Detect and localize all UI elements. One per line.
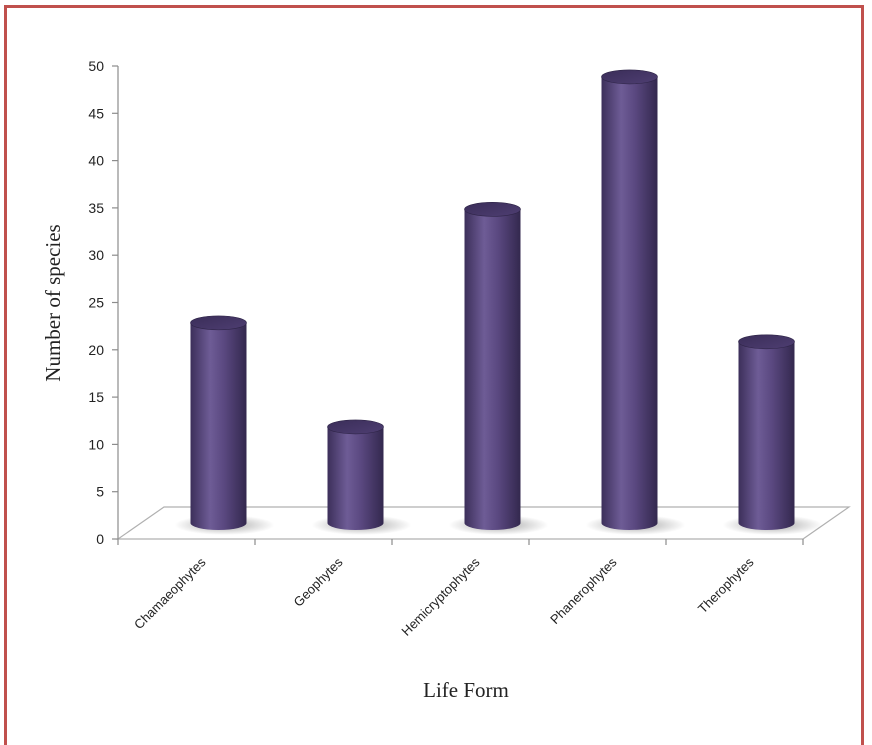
y-tick-label: 15 xyxy=(88,389,104,405)
bar-body xyxy=(327,426,384,530)
bar xyxy=(311,419,412,535)
bar-top xyxy=(601,69,658,85)
x-axis-title: Life Form xyxy=(423,678,509,702)
y-tick-label: 45 xyxy=(88,105,104,121)
bar-body xyxy=(190,322,247,530)
bar-top xyxy=(738,334,795,350)
y-tick-label: 0 xyxy=(96,531,104,547)
x-tick-label: Phanerophytes xyxy=(547,554,620,627)
y-tick-label: 10 xyxy=(88,436,104,452)
y-tick-label: 20 xyxy=(88,342,104,358)
bar-body xyxy=(601,76,658,531)
bar-body xyxy=(464,209,521,531)
bar xyxy=(174,315,275,535)
bar xyxy=(448,202,549,535)
y-axis-title: Number of species xyxy=(41,224,65,381)
bar-body xyxy=(738,341,795,530)
bars xyxy=(174,69,823,535)
y-tick-label: 35 xyxy=(88,200,104,216)
bar-top xyxy=(464,202,521,217)
bar-top xyxy=(190,315,247,331)
bar xyxy=(722,334,823,535)
y-tick-label: 50 xyxy=(88,58,104,74)
bar-top xyxy=(327,419,384,435)
y-tick-label: 5 xyxy=(96,484,104,500)
x-tick-label: Hemicryptophytes xyxy=(398,554,483,639)
bar xyxy=(585,69,686,535)
y-tick-label: 25 xyxy=(88,295,104,311)
x-tick-label: Chamaeophytes xyxy=(131,554,209,632)
y-axis: 0 5 10 15 20 25 30 35 40 45 50 xyxy=(88,58,119,547)
x-tick-label: Geophytes xyxy=(291,554,346,609)
x-axis: Chamaeophytes Geophytes Hemicryptophytes Ph… xyxy=(117,539,804,639)
x-tick-label: Therophytes xyxy=(695,554,757,616)
chart-frame xyxy=(4,5,864,745)
y-tick-label: 30 xyxy=(88,247,104,263)
y-tick-label: 40 xyxy=(88,153,104,169)
